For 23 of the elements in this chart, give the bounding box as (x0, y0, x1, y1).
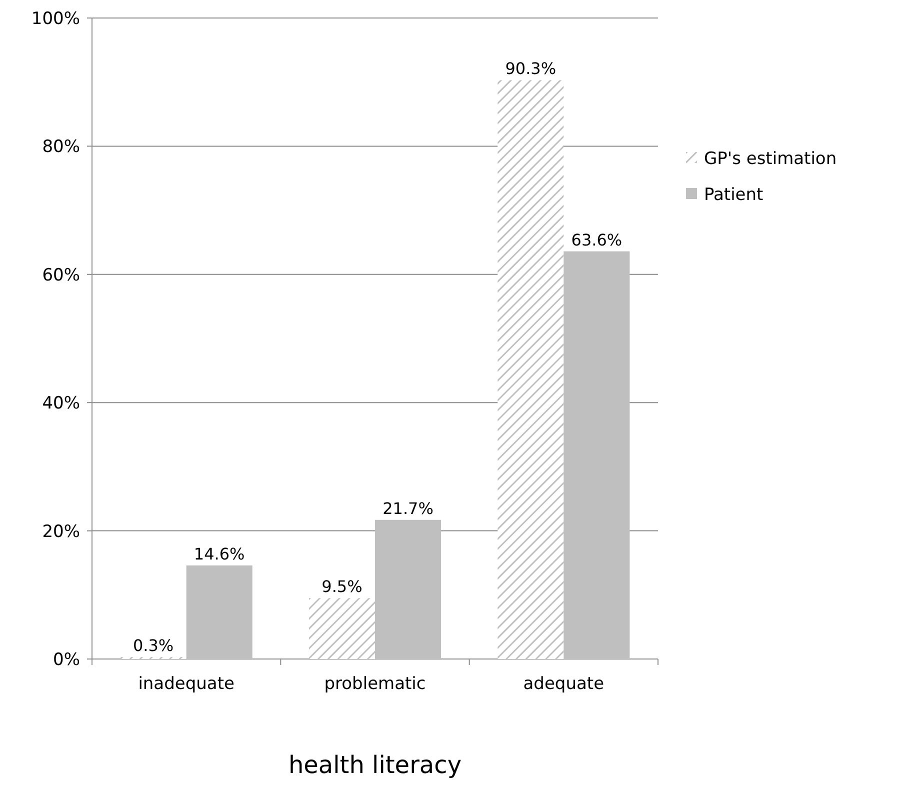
bar (375, 520, 442, 659)
x-tick-label: adequate (523, 674, 604, 694)
y-tick-label: 100% (31, 8, 80, 29)
y-tick-label: 20% (42, 522, 80, 542)
bar (564, 251, 630, 659)
y-tick-label: 40% (42, 394, 80, 414)
data-label: 14.6% (194, 544, 245, 564)
data-label: 63.6% (571, 230, 622, 250)
legend-label: GP's estimation (704, 148, 837, 169)
data-label: 90.3% (505, 59, 556, 78)
y-tick-label: 60% (42, 265, 80, 286)
legend-label: Patient (704, 184, 764, 205)
y-tick-label: 80% (42, 137, 80, 158)
bar (186, 565, 252, 659)
bar (498, 80, 564, 659)
data-label: 21.7% (382, 498, 434, 518)
x-axis-title: health literacy (288, 751, 462, 779)
x-tick-label: inadequate (138, 674, 234, 694)
data-label: 0.3% (132, 636, 174, 656)
x-tick-label: problematic (324, 674, 426, 694)
bar (308, 598, 375, 659)
data-label: 9.5% (322, 577, 362, 596)
y-tick-label: 0% (53, 650, 80, 670)
